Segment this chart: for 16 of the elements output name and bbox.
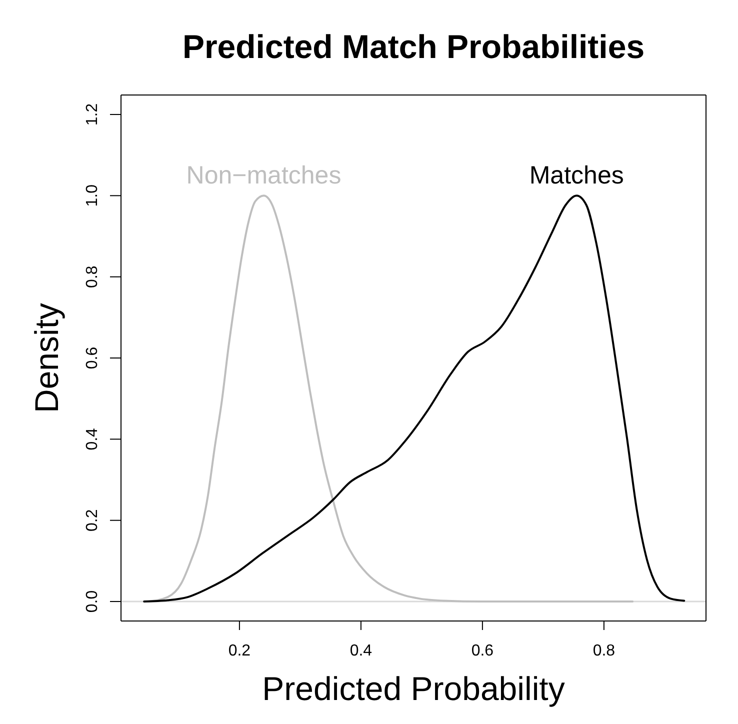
- series-label: Non−matches: [186, 162, 342, 190]
- y-axis-title: Density: [28, 302, 64, 414]
- y-tick-label: 0.2: [84, 509, 101, 532]
- series-label: Matches: [529, 162, 624, 190]
- x-axis-title: Predicted Probability: [262, 670, 566, 706]
- x-tick-label: 0.8: [592, 642, 616, 660]
- y-tick-label: 1.2: [84, 103, 101, 126]
- y-tick-label: 0.6: [84, 346, 101, 370]
- x-tick-label: 0.6: [471, 642, 494, 660]
- chart-title: Predicted Match Probabilities: [181, 27, 646, 67]
- y-tick-label: 1.0: [84, 184, 101, 207]
- x-tick-label: 0.2: [228, 642, 251, 660]
- y-tick-label: 0.4: [84, 428, 101, 450]
- y-tick-label: 0.0: [84, 590, 101, 613]
- x-tick-label: 0.4: [350, 642, 372, 660]
- y-tick-label: 0.8: [84, 266, 101, 288]
